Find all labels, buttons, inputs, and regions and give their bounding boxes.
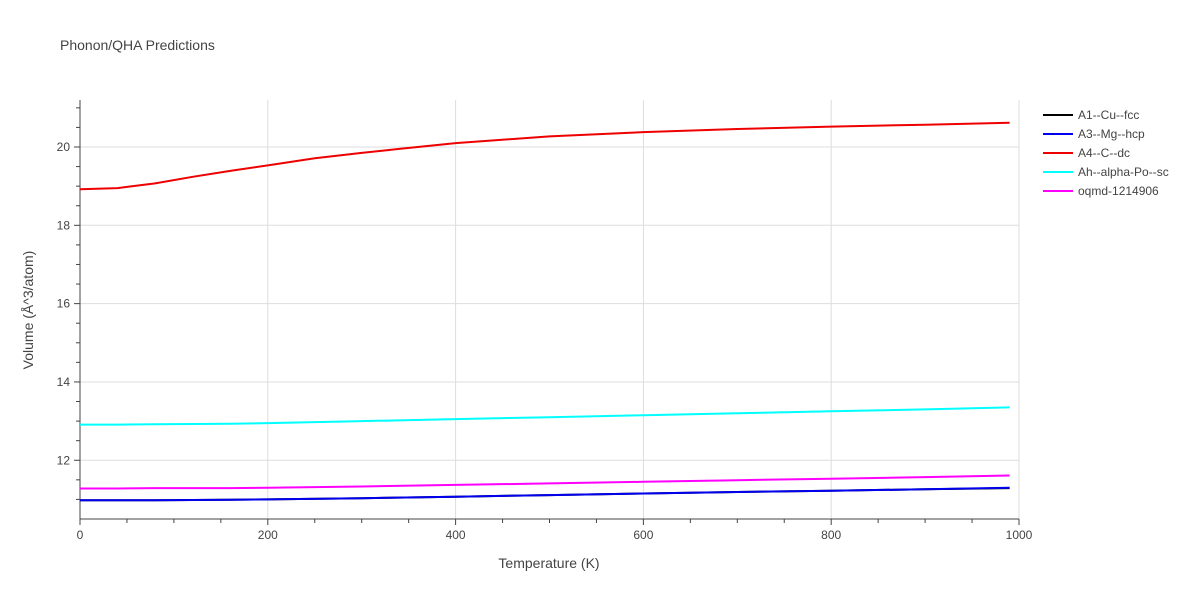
grid	[80, 100, 1020, 519]
y-axis-title: Volume (Å^3/atom)	[20, 251, 36, 370]
legend-label-2: A4--C--dc	[1078, 146, 1130, 160]
y-tick-label-0: 12	[57, 453, 71, 467]
y-tick-label-4: 20	[57, 140, 71, 154]
legend-label-1: A3--Mg--hcp	[1078, 127, 1145, 141]
x-axis-title: Temperature (K)	[498, 555, 599, 571]
tick-labels: 0 200 400 600 800 1000 12 14 16 18 20	[57, 140, 1033, 542]
y-tick-label-1: 14	[57, 375, 71, 389]
legend-label-0: A1--Cu--fcc	[1078, 108, 1139, 122]
x-tick-label-1: 200	[258, 528, 278, 542]
x-tick-label-4: 800	[821, 528, 841, 542]
series-line-4	[80, 474, 1010, 490]
legend-label-4: oqmd-1214906	[1078, 184, 1159, 198]
x-tick-label-0: 0	[77, 528, 84, 542]
y-tick-label-2: 16	[57, 297, 71, 311]
series-line-1	[80, 486, 1010, 502]
legend-label-3: Ah--alpha-Po--sc	[1078, 165, 1169, 179]
series-line-2	[79, 121, 1010, 191]
axes	[74, 100, 1020, 525]
series-line-3	[80, 406, 1010, 426]
chart-title: Phonon/QHA Predictions	[60, 37, 215, 53]
x-tick-label-3: 600	[633, 528, 653, 542]
x-tick-label-2: 400	[446, 528, 466, 542]
legend: A1--Cu--fcc A3--Mg--hcp A4--C--dc Ah--alpha…	[1043, 108, 1169, 198]
series-lines	[79, 121, 1010, 502]
y-tick-label-3: 18	[57, 218, 71, 232]
x-tick-label-5: 1000	[1006, 528, 1033, 542]
